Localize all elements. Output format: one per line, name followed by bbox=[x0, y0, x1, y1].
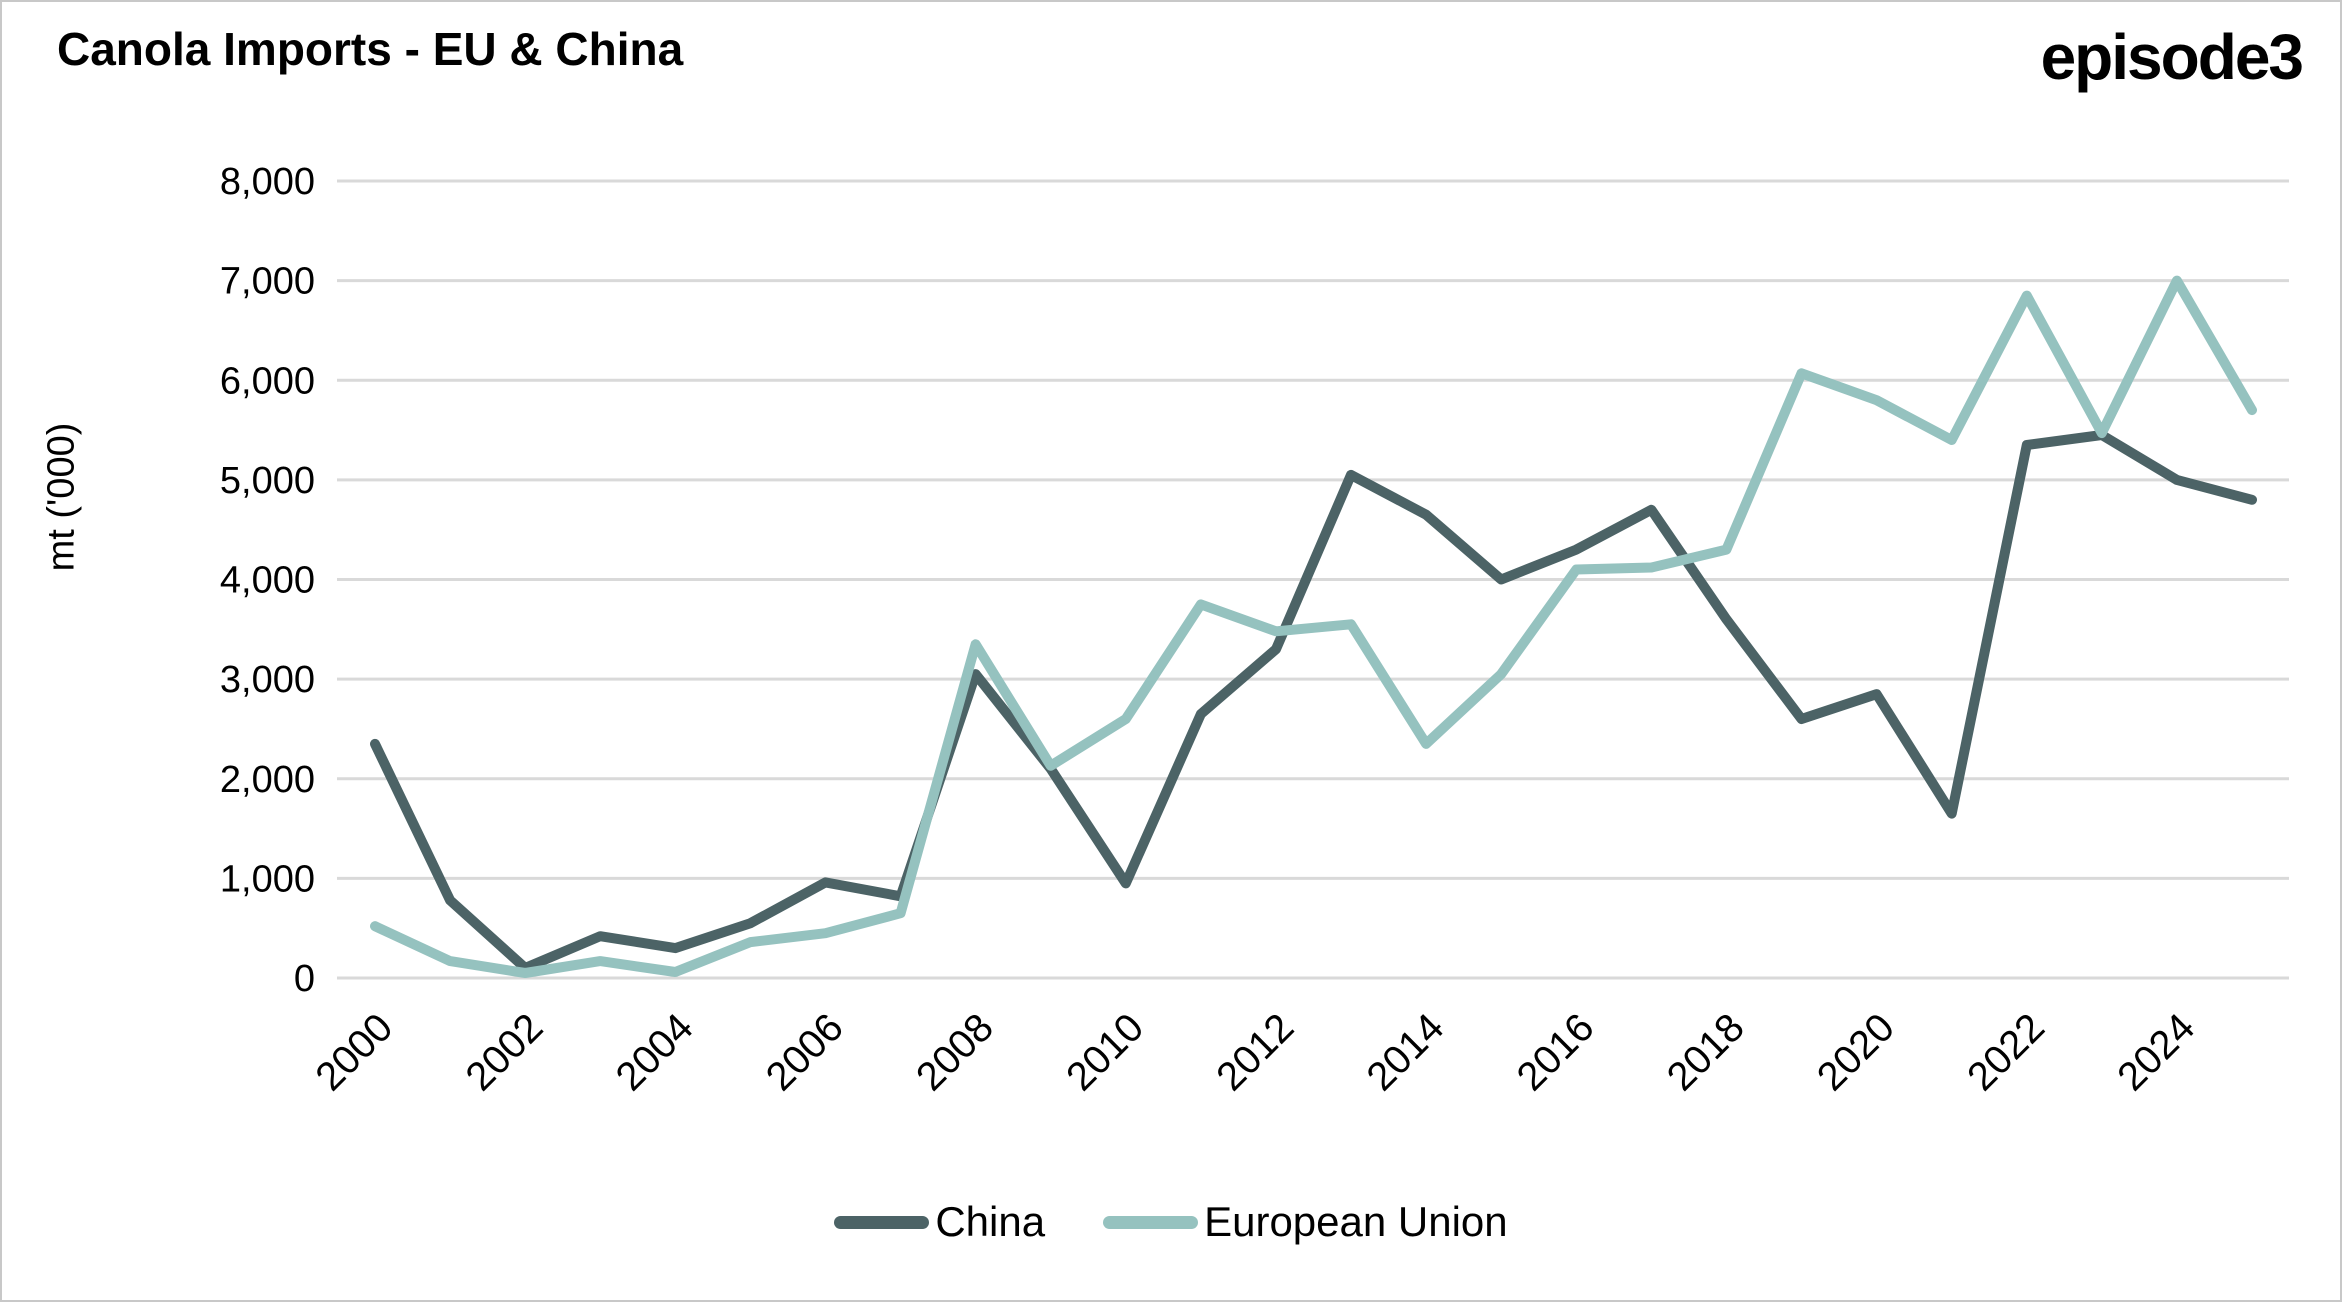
y-tick-label: 6,000 bbox=[220, 360, 315, 402]
y-tick-label: 2,000 bbox=[220, 759, 315, 801]
y-tick-label: 0 bbox=[294, 958, 315, 1000]
chart-legend: China European Union bbox=[2, 1198, 2340, 1246]
x-tick-label: 2000 bbox=[307, 1005, 401, 1099]
x-tick-label: 2024 bbox=[2109, 1005, 2203, 1099]
y-tick-label: 1,000 bbox=[220, 858, 315, 900]
legend-item-china: China bbox=[834, 1198, 1045, 1246]
x-tick-label: 2014 bbox=[1358, 1005, 1452, 1099]
y-tick-label: 7,000 bbox=[220, 261, 315, 303]
european-union-line bbox=[370, 275, 2257, 978]
x-tick-label: 2022 bbox=[1959, 1005, 2053, 1099]
x-tick-label: 2004 bbox=[608, 1005, 702, 1099]
x-tick-label: 2016 bbox=[1509, 1005, 1603, 1099]
legend-label-china: China bbox=[935, 1198, 1046, 1245]
x-tick-label: 2006 bbox=[758, 1005, 852, 1099]
china-line bbox=[370, 430, 2257, 973]
x-tick-label: 2002 bbox=[457, 1005, 551, 1099]
x-tick-label: 2020 bbox=[1809, 1005, 1903, 1099]
china-line-swatch bbox=[834, 1215, 930, 1229]
x-tick-label: 2008 bbox=[908, 1005, 1002, 1099]
european-union-line-swatch bbox=[1103, 1215, 1199, 1229]
chart-title: Canola Imports - EU & China bbox=[57, 23, 684, 75]
x-tick-label: 2018 bbox=[1659, 1005, 1753, 1099]
y-tick-label: 5,000 bbox=[220, 460, 315, 502]
brand-logo: episode3 bbox=[2040, 21, 2304, 93]
x-tick-label: 2010 bbox=[1058, 1005, 1152, 1099]
legend-label-european-union: European Union bbox=[1204, 1198, 1508, 1245]
x-tick-label: 2012 bbox=[1208, 1005, 1302, 1099]
y-tick-label: 3,000 bbox=[220, 659, 315, 701]
legend-item-european-union: European Union bbox=[1103, 1198, 1508, 1246]
y-tick-label: 4,000 bbox=[220, 560, 315, 602]
y-tick-label: 8,000 bbox=[220, 161, 315, 203]
